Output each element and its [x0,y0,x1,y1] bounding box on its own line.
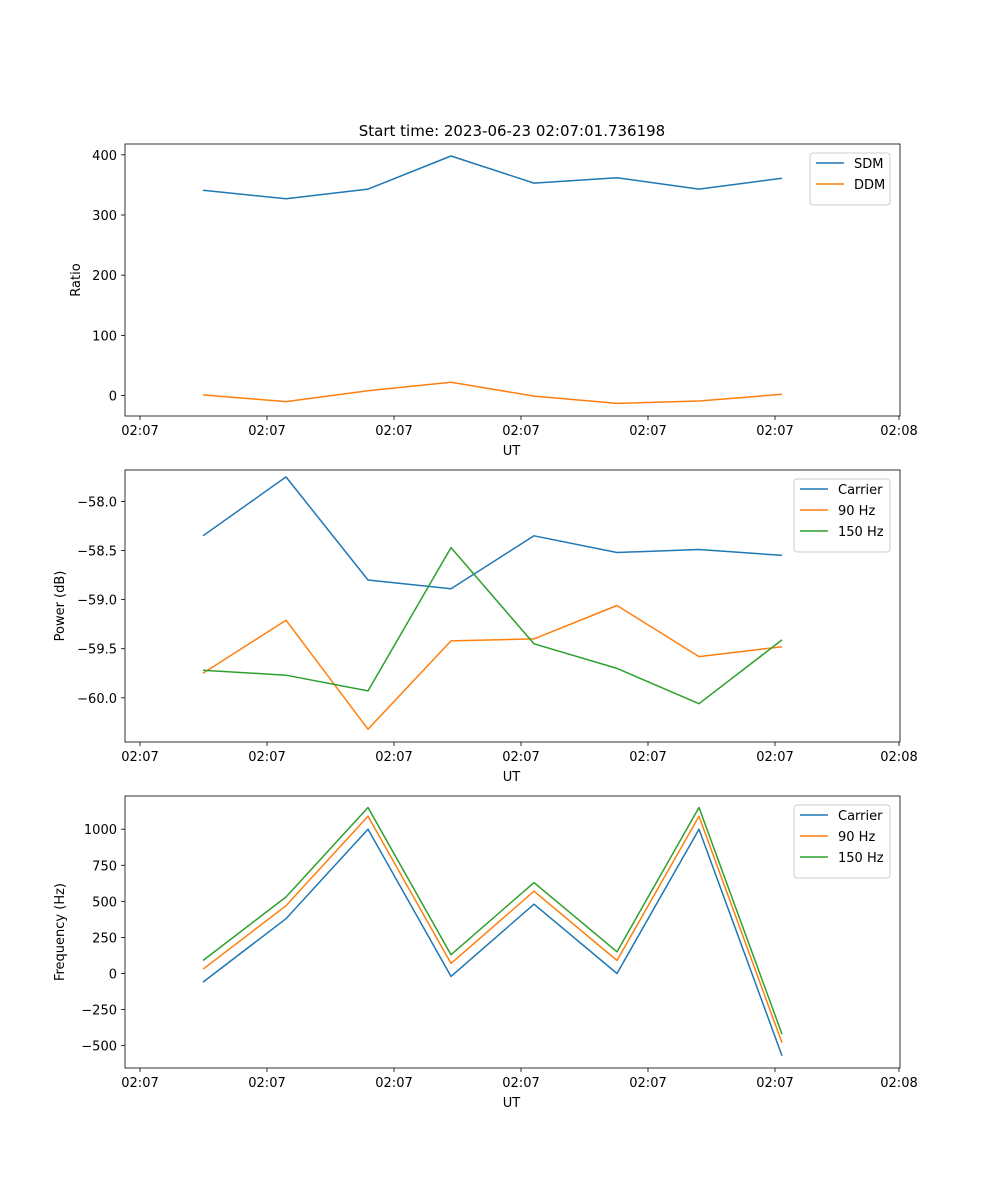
chart-1: 02:07 02:07 02:07 02:07 02:07 02:07 02:08 0 100 2… [69,143,918,459]
x-tick-label: 02:07 [629,750,666,765]
x-tick-label: 02:07 [375,750,412,765]
y-tick-label: 400 [92,149,117,164]
x-tick-label: 02:07 [248,424,285,439]
y-tick-label: 100 [92,329,117,344]
y-tick-label: 0 [109,967,117,982]
series-line [202,546,783,705]
series-line [202,815,783,1043]
axes-frame [124,143,901,417]
series-line [202,155,783,200]
y-tick-label: −250 [81,1004,117,1019]
y-tick-label: −58.5 [77,545,117,560]
x-tick-label: 02:07 [756,750,793,765]
axes-frame [124,795,901,1069]
y-tick-label: −500 [81,1040,117,1055]
y-tick-label: 1000 [84,823,117,838]
legend-box [809,152,891,206]
x-tick-label: 02:07 [248,1076,285,1091]
legend-label: 90 Hz [838,830,875,845]
legend-label: 150 Hz [838,851,884,866]
x-axis-label: UT [503,444,521,459]
y-tick-label: 300 [92,209,117,224]
x-tick-label: 02:07 [502,1076,539,1091]
series-line [202,604,783,730]
x-tick-label: 02:08 [880,1076,917,1091]
legend: Carrier 90 Hz 150 Hz [793,804,891,879]
series-line [202,476,783,590]
y-tick-label: 0 [109,390,117,405]
legend: SDM DDM [809,152,891,206]
x-tick-label: 02:07 [502,750,539,765]
x-tick-label: 02:07 [248,750,285,765]
y-axis-label: Frequency (Hz) [53,883,68,981]
y-tick-label: 500 [92,895,117,910]
axes-frame [124,469,901,743]
y-tick-label: −60.0 [77,692,117,707]
x-axis-label: UT [503,1096,521,1111]
y-axis-label: Power (dB) [53,571,68,642]
legend-label: Carrier [838,483,883,498]
legend-label: DDM [854,178,885,193]
legend-label: 90 Hz [838,504,875,519]
y-tick-label: 200 [92,269,117,284]
y-tick-label: −59.0 [77,594,117,609]
legend-label: Carrier [838,809,883,824]
chart-3: 02:07 02:07 02:07 02:07 02:07 02:07 02:08 −500 −… [53,795,918,1111]
figure-title: Start time: 2023-06-23 02:07:01.736198 [359,122,665,140]
y-tick-label: −59.5 [77,643,117,658]
legend-box [793,478,891,553]
x-tick-label: 02:07 [502,424,539,439]
series-line [202,806,783,1035]
y-axis-label: Ratio [69,263,84,296]
legend-box [793,804,891,879]
x-tick-label: 02:07 [121,1076,158,1091]
x-tick-label: 02:07 [375,1076,412,1091]
series-line [202,381,783,405]
series-line [202,828,783,1056]
x-tick-label: 02:07 [756,424,793,439]
legend-label: SDM [854,157,883,172]
x-tick-label: 02:07 [756,1076,793,1091]
legend-label: 150 Hz [838,525,884,540]
y-tick-label: 750 [92,859,117,874]
x-tick-label: 02:07 [629,424,666,439]
x-tick-label: 02:07 [121,424,158,439]
x-tick-label: 02:07 [121,750,158,765]
x-tick-label: 02:08 [880,750,917,765]
x-tick-label: 02:08 [880,424,917,439]
chart-2: 02:07 02:07 02:07 02:07 02:07 02:07 02:08 −60.0… [53,469,918,785]
x-tick-label: 02:07 [629,1076,666,1091]
x-tick-label: 02:07 [375,424,412,439]
y-tick-label: 250 [92,931,117,946]
x-axis-label: UT [503,770,521,785]
y-tick-label: −58.0 [77,495,117,510]
legend: Carrier 90 Hz 150 Hz [793,478,891,553]
